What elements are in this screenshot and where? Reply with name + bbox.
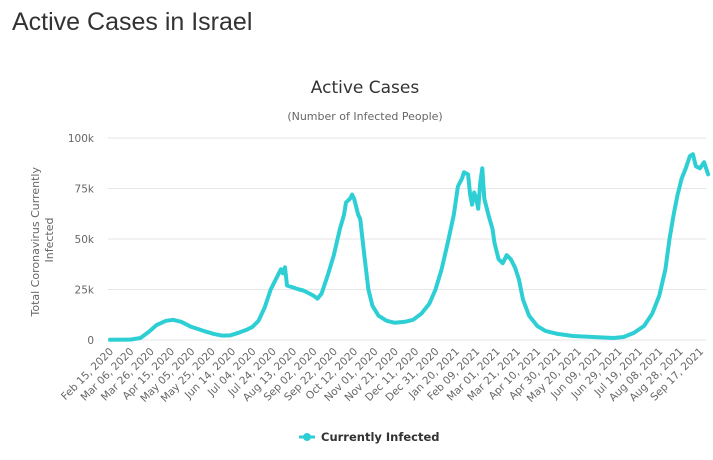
- y-tick-label: 75k: [75, 184, 95, 196]
- legend[interactable]: Currently Infected: [299, 430, 440, 444]
- legend-item-currently-infected[interactable]: Currently Infected: [321, 430, 440, 444]
- y-tick-label: 100k: [68, 133, 95, 145]
- page-title: Active Cases in Israel: [12, 8, 253, 36]
- y-tick-label: 50k: [75, 234, 95, 246]
- chart-title: Active Cases: [311, 78, 420, 98]
- series-layer: [108, 152, 711, 342]
- y-tick-label: 25k: [75, 285, 95, 297]
- y-axis-title-line1: Total Coronavirus Currently: [29, 167, 42, 318]
- series-line-currently-infected[interactable]: [108, 152, 711, 342]
- y-axis-ticks: 0 25k 50k 75k 100k: [68, 133, 95, 347]
- y-axis-title-line2: Infected: [43, 218, 56, 263]
- chart-subtitle: (Number of Infected People): [287, 110, 442, 123]
- y-tick-label: 0: [87, 335, 94, 347]
- y-axis-title: Total Coronavirus Currently Infected: [29, 164, 56, 318]
- grid-lines: [108, 137, 706, 341]
- legend-swatch-marker: [303, 433, 311, 441]
